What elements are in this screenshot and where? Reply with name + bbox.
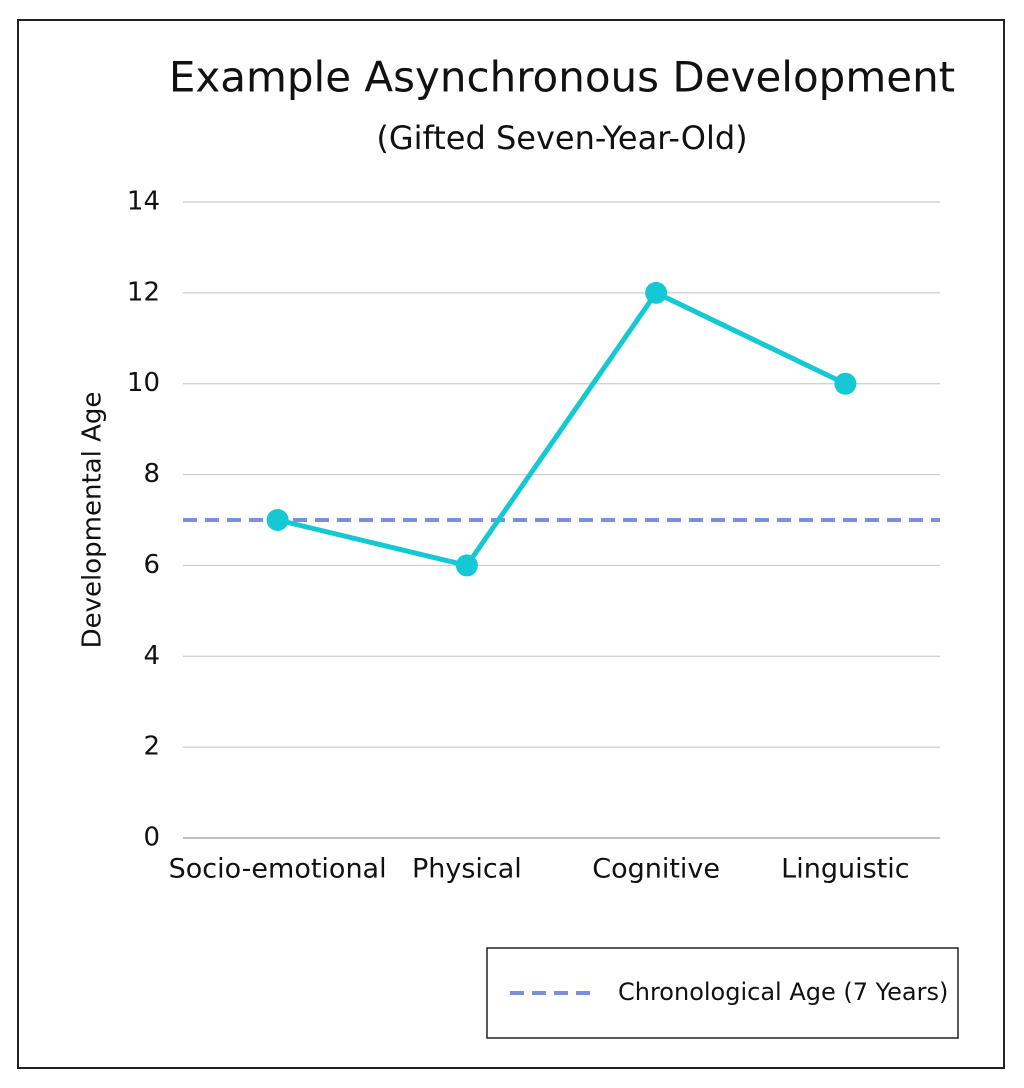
x-tick-label: Linguistic <box>781 854 909 885</box>
y-tick-label: 0 <box>143 823 160 853</box>
y-tick-label: 14 <box>127 187 160 217</box>
chart-subtitle: (Gifted Seven-Year-Old) <box>376 119 747 157</box>
legend-label: Chronological Age (7 Years) <box>618 978 948 1006</box>
y-tick-label: 2 <box>143 732 160 762</box>
data-line <box>277 289 847 569</box>
data-point <box>834 372 857 395</box>
y-tick-label: 12 <box>127 277 160 307</box>
x-tick-label: Physical <box>412 854 522 885</box>
y-tick-label: 4 <box>143 641 160 671</box>
data-point <box>645 281 668 304</box>
data-point <box>266 509 289 531</box>
x-tick-label: Socio-emotional <box>169 854 387 885</box>
data-point <box>455 554 478 577</box>
y-tick-label: 6 <box>143 550 160 580</box>
y-axis-label: Developmental Age <box>78 392 108 649</box>
y-tick-label: 8 <box>143 459 160 489</box>
chart-title: Example Asynchronous Development <box>169 53 955 102</box>
x-tick-label: Cognitive <box>592 854 720 885</box>
chart-frame <box>17 19 1005 1069</box>
y-tick-label: 10 <box>127 368 160 398</box>
